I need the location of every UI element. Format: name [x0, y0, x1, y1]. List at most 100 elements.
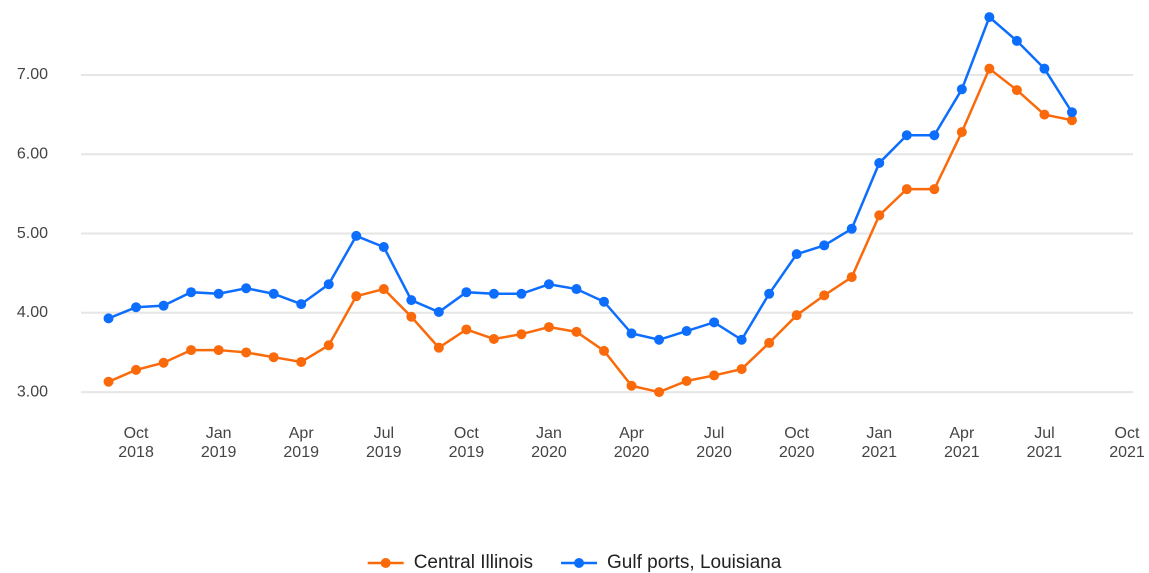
point	[681, 326, 692, 337]
point	[241, 283, 252, 294]
x-tick-label: Jul 2021	[1027, 425, 1063, 461]
point	[516, 288, 527, 299]
x-tick-label-line: 2020	[531, 444, 567, 461]
x-tick-label-line: Apr	[289, 425, 315, 442]
point	[131, 364, 142, 375]
x-tick-label: Jan 2020	[531, 425, 567, 461]
point	[213, 345, 224, 356]
point	[1039, 63, 1050, 74]
legend-text: Gulf ports, Louisiana	[607, 552, 782, 573]
x-tick-label: Jul 2020	[696, 425, 732, 461]
point	[131, 302, 142, 313]
point	[764, 288, 775, 299]
x-tick-label: Jul 2019	[366, 425, 402, 461]
legend-marker	[380, 558, 391, 568]
point	[351, 291, 362, 302]
y-tick-label: 3.00	[17, 383, 48, 400]
point	[213, 288, 224, 299]
point	[571, 326, 582, 337]
point	[461, 287, 472, 298]
x-tick-label-line: 2021	[1027, 444, 1063, 461]
point	[543, 322, 554, 333]
y-tick-label: 6.00	[17, 145, 48, 162]
x-tick-label: Oct 2020	[779, 425, 815, 461]
point	[791, 310, 802, 321]
y-tick-label: 4.00	[17, 304, 48, 321]
point	[103, 376, 114, 387]
point	[186, 287, 197, 298]
point	[158, 357, 169, 368]
x-tick-label-line: Oct	[1115, 425, 1140, 442]
point	[874, 157, 885, 168]
series-line	[108, 15, 1074, 342]
point	[516, 329, 527, 340]
point	[323, 279, 334, 290]
point	[433, 342, 444, 353]
x-tick-label-line: Apr	[949, 425, 975, 442]
point	[654, 334, 665, 345]
point	[819, 290, 830, 301]
point	[158, 300, 169, 311]
point	[901, 130, 912, 141]
point	[488, 288, 499, 299]
point	[296, 299, 307, 310]
point	[681, 375, 692, 386]
point	[406, 311, 417, 322]
point	[268, 352, 279, 363]
point	[626, 328, 637, 339]
x-tick-label-line: Jan	[536, 425, 562, 442]
point	[846, 272, 857, 283]
point	[543, 279, 554, 290]
point	[984, 63, 995, 74]
x-tick-label-line: Jul	[374, 425, 394, 442]
legend-text: Central Illinois	[414, 552, 533, 573]
point	[791, 249, 802, 260]
x-tick-label-line: 2020	[779, 444, 815, 461]
legend-marker	[574, 558, 585, 568]
point	[984, 12, 995, 23]
point	[296, 356, 307, 367]
x-tick-label-line: Jul	[704, 425, 724, 442]
point	[956, 84, 967, 95]
point	[351, 230, 362, 241]
point	[819, 240, 830, 251]
x-tick-label-line: 2018	[118, 444, 154, 461]
x-tick-label-line: 2020	[614, 444, 650, 461]
x-tick-label-line: Oct	[124, 425, 149, 442]
point	[433, 307, 444, 318]
point	[599, 345, 609, 356]
point	[764, 337, 775, 348]
point	[709, 317, 720, 328]
y-tick-label: 7.00	[17, 66, 48, 83]
x-tick-label-line: Jul	[1034, 425, 1054, 442]
point	[488, 333, 499, 344]
x-tick-label: Oct 2018	[118, 425, 154, 461]
x-tick-label-line: 2019	[366, 444, 402, 461]
point	[874, 210, 885, 221]
point	[1066, 115, 1077, 126]
x-tick-label-line: 2020	[696, 444, 732, 461]
x-tick-label: Apr 2021	[944, 425, 980, 461]
point	[599, 296, 609, 307]
x-tick-label: Oct 2019	[449, 425, 485, 461]
point	[1011, 85, 1022, 96]
x-tick-label-line: 2021	[861, 444, 897, 461]
point	[186, 345, 197, 356]
point	[736, 334, 747, 345]
x-tick-label-line: 2019	[283, 444, 319, 461]
x-tick-label: Oct 2021	[1109, 425, 1145, 461]
x-tick-label-line: Apr	[619, 425, 645, 442]
x-tick-label-line: 2021	[944, 444, 980, 461]
x-tick-label-line: Oct	[454, 425, 479, 442]
point	[268, 288, 279, 299]
x-tick-label-line: Oct	[784, 425, 809, 442]
point	[1011, 35, 1022, 46]
point	[654, 387, 665, 398]
series-line	[108, 66, 1073, 394]
x-tick-label-line: 2021	[1109, 444, 1145, 461]
point	[571, 284, 582, 295]
point	[709, 370, 720, 381]
point	[461, 324, 472, 335]
point	[929, 130, 940, 141]
